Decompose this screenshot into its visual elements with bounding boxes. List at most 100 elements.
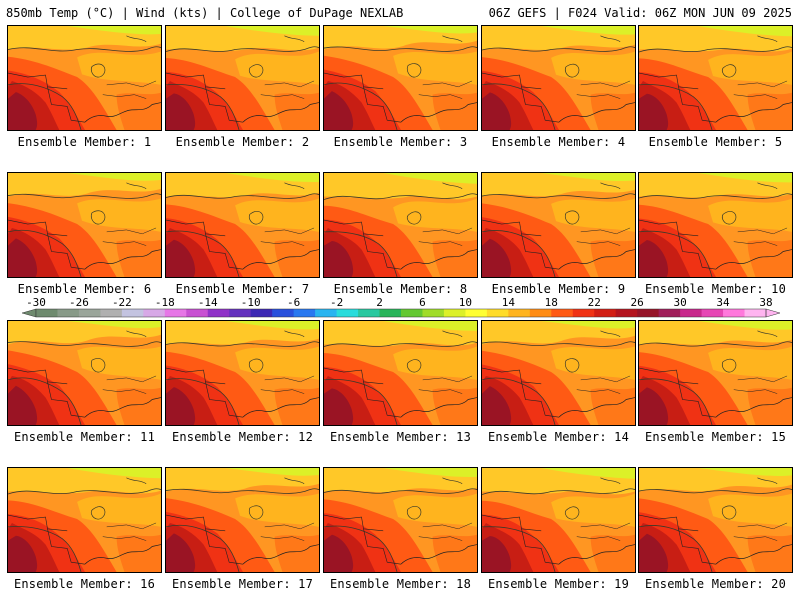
colorbar-swatch <box>551 309 574 317</box>
colorbar-tick-label: 30 <box>673 296 686 309</box>
colorbar-tick-label: 22 <box>588 296 601 309</box>
ensemble-member-label: Ensemble Member: 13 <box>329 430 472 444</box>
ensemble-member-panel: Ensemble Member: 1 <box>7 25 162 149</box>
map-frame <box>638 25 793 131</box>
colorbar-tick-label: 10 <box>459 296 472 309</box>
colorbar-right-arrow <box>765 308 781 318</box>
colorbar-swatch <box>315 309 338 317</box>
ensemble-member-label: Ensemble Member: 17 <box>171 577 314 591</box>
colorbar-tick-label: 26 <box>631 296 644 309</box>
temperature-map <box>166 468 319 572</box>
ensemble-member-panel: Ensemble Member: 19 <box>481 467 636 591</box>
map-frame <box>481 467 636 573</box>
colorbar-swatch <box>57 309 80 317</box>
colorbar-tick-label: -2 <box>330 296 343 309</box>
map-frame <box>7 25 162 131</box>
ensemble-member-panel: Ensemble Member: 4 <box>481 25 636 149</box>
ensemble-member-label: Ensemble Member: 7 <box>175 282 310 296</box>
header-left-title: 850mb Temp (°C) | Wind (kts) | College o… <box>6 6 404 20</box>
colorbar-tick-label: 14 <box>502 296 516 309</box>
map-frame <box>7 320 162 426</box>
map-frame <box>638 320 793 426</box>
ensemble-member-label: Ensemble Member: 2 <box>175 135 310 149</box>
temperature-map <box>166 173 319 277</box>
ensemble-member-panel: Ensemble Member: 14 <box>481 320 636 444</box>
ensemble-member-panel: Ensemble Member: 5 <box>638 25 793 149</box>
colorbar-swatch <box>143 309 166 317</box>
colorbar-swatch <box>186 309 209 317</box>
colorbar-tick-label: 38 <box>759 296 772 309</box>
ensemble-member-label: Ensemble Member: 4 <box>491 135 626 149</box>
ensemble-member-label: Ensemble Member: 8 <box>333 282 468 296</box>
ensemble-member-label: Ensemble Member: 9 <box>491 282 626 296</box>
colorbar-swatch <box>100 309 123 317</box>
colorbar-swatch <box>293 309 316 317</box>
temperature-map <box>482 468 635 572</box>
colorbar-tick-label: 6 <box>419 296 426 309</box>
colorbar-swatch <box>250 309 273 317</box>
temperature-map <box>639 173 792 277</box>
colorbar-swatch <box>336 309 359 317</box>
colorbar-swatch <box>529 309 552 317</box>
map-frame <box>481 320 636 426</box>
ensemble-member-label: Ensemble Member: 12 <box>171 430 314 444</box>
temperature-map <box>8 173 161 277</box>
temperature-map <box>482 26 635 130</box>
temperature-map <box>8 26 161 130</box>
colorbar-tick-label: -22 <box>112 296 132 309</box>
ensemble-member-panel: Ensemble Member: 17 <box>165 467 320 591</box>
map-frame <box>7 467 162 573</box>
colorbar-tick-label: -18 <box>155 296 175 309</box>
ensemble-member-label: Ensemble Member: 6 <box>17 282 152 296</box>
colorbar-swatch <box>401 309 423 317</box>
map-frame <box>323 172 478 278</box>
ensemble-member-panel: Ensemble Member: 16 <box>7 467 162 591</box>
temperature-map <box>482 321 635 425</box>
colorbar-tick-label: -26 <box>69 296 89 309</box>
temperature-map <box>166 321 319 425</box>
map-frame <box>638 467 793 573</box>
colorbar-swatch <box>572 309 595 317</box>
colorbar-tick-label: 34 <box>716 296 730 309</box>
colorbar-swatch <box>680 309 703 317</box>
ensemble-member-label: Ensemble Member: 15 <box>644 430 787 444</box>
temperature-map <box>639 26 792 130</box>
ensemble-member-panel: Ensemble Member: 12 <box>165 320 320 444</box>
ensemble-member-label: Ensemble Member: 20 <box>644 577 787 591</box>
colorbar-swatch <box>658 309 681 317</box>
ensemble-member-label: Ensemble Member: 18 <box>329 577 472 591</box>
map-frame <box>165 320 320 426</box>
colorbar-swatch <box>594 309 617 317</box>
colorbar-tick-label: -30 <box>26 296 46 309</box>
temperature-colorbar: -30 -26 -22 -18 -14 -10 -6 -2 2 6 10 14 18 22 26 30 34 38… <box>21 296 781 318</box>
colorbar-swatch <box>443 309 466 317</box>
colorbar-swatch <box>723 309 746 317</box>
temperature-map <box>639 321 792 425</box>
ensemble-member-panel: Ensemble Member: 8 <box>323 172 478 296</box>
map-frame <box>481 172 636 278</box>
ensemble-member-label: Ensemble Member: 14 <box>487 430 630 444</box>
colorbar-tick-label: 2 <box>376 296 383 309</box>
map-frame <box>7 172 162 278</box>
colorbar-swatch <box>465 309 488 317</box>
colorbar-swatch <box>508 309 531 317</box>
colorbar-swatch <box>486 309 509 317</box>
colorbar-swatch <box>637 309 660 317</box>
colorbar-swatch <box>121 309 144 317</box>
ensemble-member-label: Ensemble Member: 19 <box>487 577 630 591</box>
map-frame <box>323 467 478 573</box>
colorbar-swatch <box>229 309 252 317</box>
ensemble-member-label: Ensemble Member: 10 <box>644 282 787 296</box>
map-frame <box>323 320 478 426</box>
colorbar-swatch <box>36 309 58 317</box>
ensemble-member-label: Ensemble Member: 11 <box>13 430 156 444</box>
colorbar-swatch <box>744 309 767 317</box>
ensemble-member-panel: Ensemble Member: 6 <box>7 172 162 296</box>
temperature-map <box>8 468 161 572</box>
colorbar-swatch <box>164 309 187 317</box>
ensemble-member-panel: Ensemble Member: 13 <box>323 320 478 444</box>
temperature-map <box>324 468 477 572</box>
temperature-map <box>324 26 477 130</box>
ensemble-member-panel: Ensemble Member: 7 <box>165 172 320 296</box>
colorbar-tick-label: 18 <box>545 296 558 309</box>
